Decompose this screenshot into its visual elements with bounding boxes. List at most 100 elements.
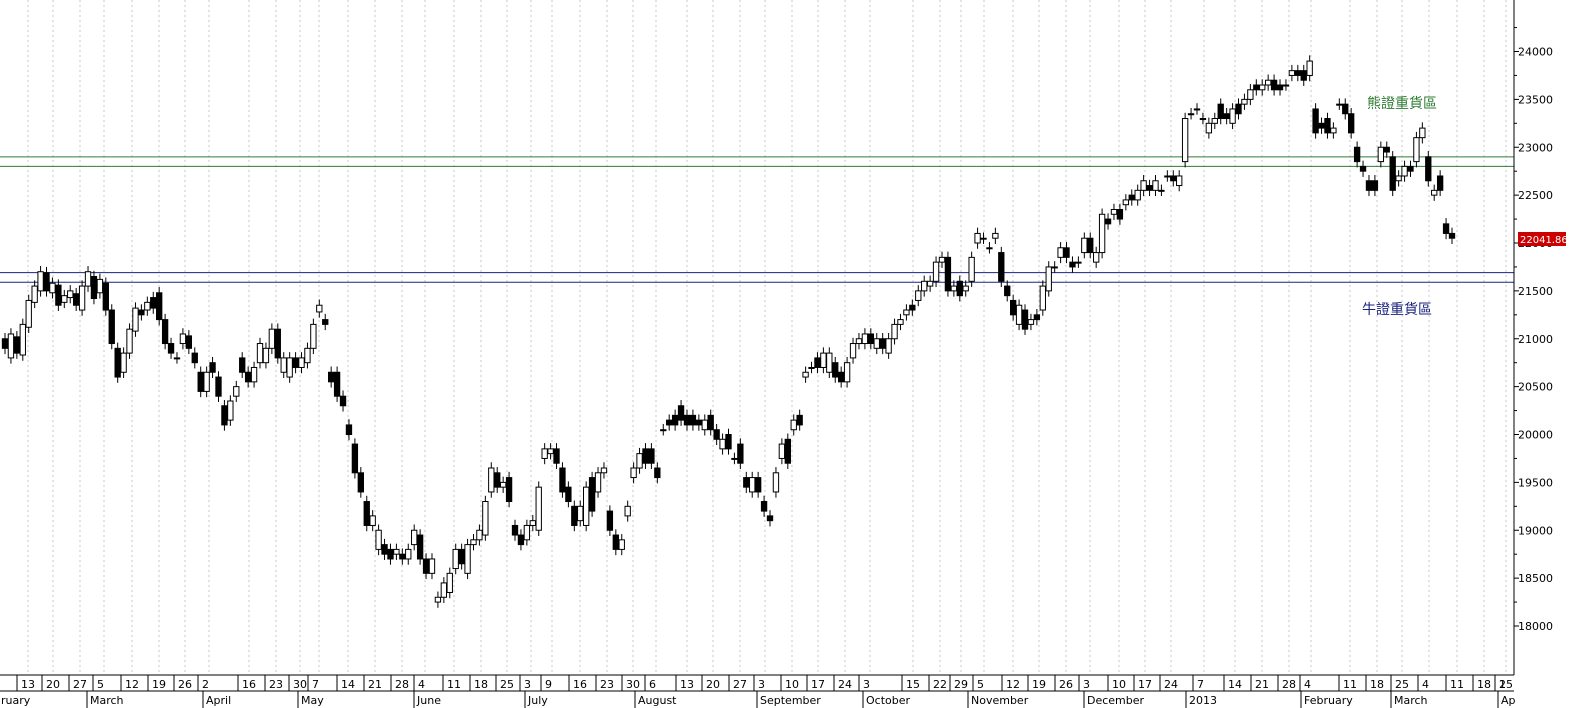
x-day-label: 14 [1228,678,1242,691]
x-day-label: 17 [1138,678,1152,691]
x-day-label: 3 [758,678,765,691]
candle-body [1276,84,1284,91]
candle-body [719,438,726,450]
candle-body [950,285,958,292]
x-day-label: 18 [1477,678,1491,691]
candle-body [78,285,86,311]
x-month-label: August [638,694,677,707]
candle-body [256,343,264,364]
candle-body [1,338,9,349]
candle-body [861,333,869,345]
candle-body [345,424,353,435]
candle-body [209,362,216,373]
y-tick-label: 20000 [1518,429,1553,442]
candle-body [1318,122,1325,129]
candle-body [571,505,578,526]
candle-body [304,347,311,364]
x-day-label: 11 [1450,678,1464,691]
candle-body [1407,165,1414,172]
x-day-label: 1 [1499,678,1506,691]
y-tick-label: 19000 [1518,524,1553,537]
candle-body [179,333,187,345]
candle-body [826,352,833,373]
candle-body [1164,175,1171,178]
candle-body [470,539,477,546]
candle-body [440,582,448,598]
x-month-label: March [1394,694,1428,707]
candle-body [766,515,774,522]
candle-body [849,343,857,359]
x-day-label: 10 [1112,678,1126,691]
x-day-label: 13 [21,678,35,691]
candle-body [808,366,815,369]
candle-body [772,472,780,493]
x-month-label: ruary [1,694,31,707]
candle-body [820,352,827,368]
candle-body [1181,118,1189,163]
candle-body [411,529,418,546]
candle-body [1098,213,1106,254]
candle-body [221,405,228,426]
candle-body [1336,103,1343,106]
candle-body [49,282,56,294]
candle-body [1122,199,1130,206]
candle-body [1247,89,1254,100]
candle-body [547,448,554,455]
candle-body [1294,70,1301,76]
y-tick-label: 18500 [1518,572,1553,585]
x-day-label: 20 [706,678,720,691]
x-day-label: 11 [1343,678,1357,691]
candle-body [754,477,762,493]
x-month-label: November [971,694,1029,707]
candle-body [1288,70,1296,76]
x-day-label: 23 [269,678,283,691]
x-day-label: 19 [1032,678,1046,691]
candle-body [333,371,341,397]
candle-body [144,301,151,311]
candle-body [642,448,649,464]
candle-body [292,357,299,368]
x-month-label: May [301,694,324,707]
candle-body [90,276,98,300]
candle-body [583,486,590,526]
candle-body [381,544,388,555]
candle-body [1389,156,1396,191]
candle-body [126,328,133,354]
candle-body [1187,113,1195,116]
candle-body [1128,194,1135,201]
y-tick-label: 21500 [1518,285,1553,298]
candle-body [298,357,305,368]
candle-body [790,419,797,431]
candle-body [268,328,276,349]
candle-body [1431,189,1438,196]
candle-body [1045,266,1052,292]
y-axis: 18000 18500 19000 19500 20000 20500 21000 21500… [1513,0,1569,675]
x-day-label: 22 [933,678,947,691]
candle-body [262,347,270,364]
candle-body [310,323,317,349]
candle-body [416,534,424,560]
candle-body [778,443,786,459]
candle-body [885,338,892,354]
candle-body [1004,285,1011,297]
candle-body [695,419,703,426]
candle-body [1330,127,1337,134]
x-day-label: 17 [811,678,825,691]
candle-body [1342,103,1349,115]
y-tick-label: 19500 [1518,476,1553,489]
candle-body [618,539,625,550]
candle-body [161,319,169,345]
candle-body [244,371,252,383]
candle-body [630,467,637,479]
x-day-label: 27 [733,678,747,691]
x-month-label: June [416,694,441,707]
x-day-label: 16 [242,678,256,691]
x-month-label: 2013 [1189,694,1217,707]
candle-body [499,481,507,488]
candle-body [1033,314,1041,321]
y-tick-label: 18000 [1518,620,1553,633]
candle-body [476,529,483,541]
candle-body [1353,146,1361,163]
candle-body [529,520,536,526]
bear-zone-label: 熊證重貨區 [1367,95,1437,112]
